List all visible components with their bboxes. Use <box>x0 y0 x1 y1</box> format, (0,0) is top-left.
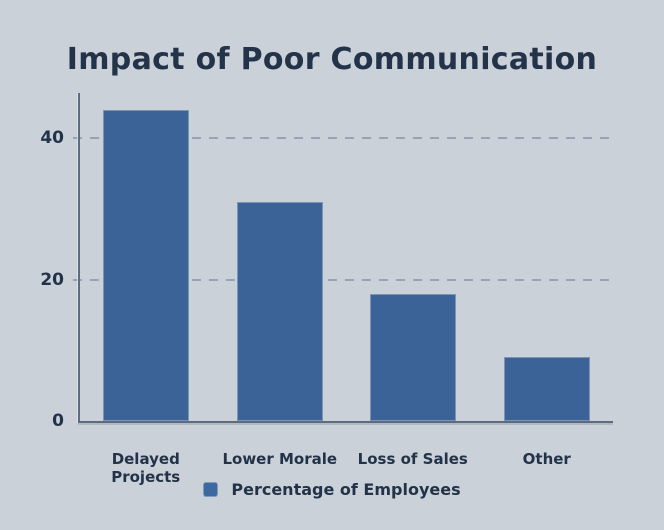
y-tick-label-0: 0 <box>52 411 64 431</box>
bar-delayed-projects <box>103 110 189 421</box>
gridline-20 <box>73 278 609 281</box>
bar-loss-of-sales <box>370 294 456 421</box>
bar-lower-morale <box>237 202 323 421</box>
y-tick-label-20: 20 <box>40 269 64 290</box>
bar-other <box>504 357 590 421</box>
x-label-loss-of-sales: Loss of Sales <box>357 450 468 468</box>
x-label-lower-morale: Lower Morale <box>222 450 338 468</box>
y-tick-label-40: 40 <box>40 128 64 149</box>
legend-swatch-icon <box>203 482 219 497</box>
x-label-other: Other <box>522 450 571 468</box>
legend-label: Percentage of Employees <box>231 480 461 499</box>
chart-title: Impact of Poor Communication <box>66 42 598 77</box>
x-axis-line <box>78 421 613 423</box>
gridline-40 <box>73 137 609 140</box>
y-axis-line <box>78 93 80 423</box>
x-label-delayed-projects: Delayed Projects <box>111 450 181 486</box>
legend: Percentage of Employees <box>0 480 664 499</box>
